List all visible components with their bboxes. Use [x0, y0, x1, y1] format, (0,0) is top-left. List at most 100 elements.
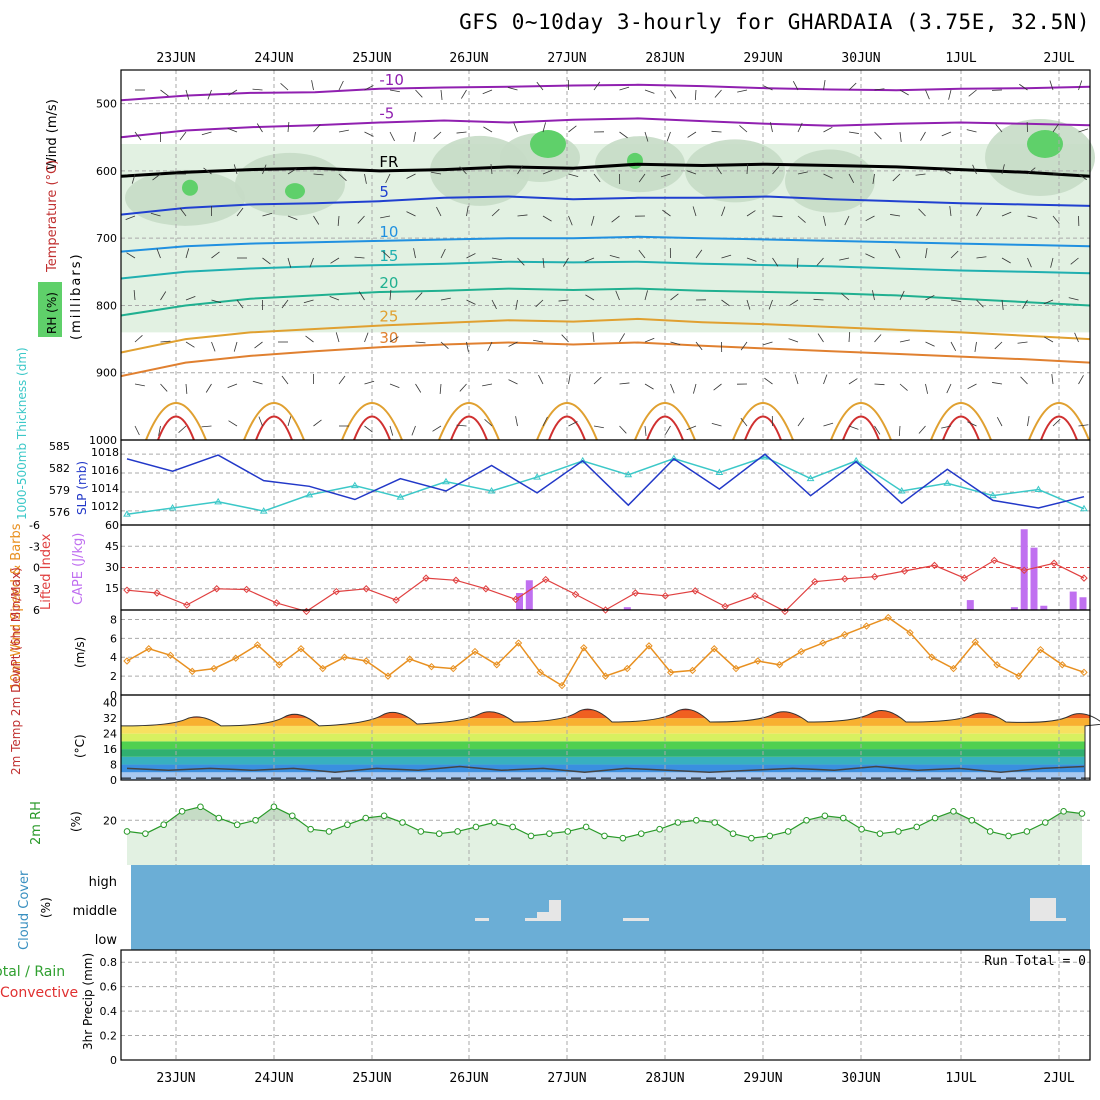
wind-barb: [364, 131, 374, 137]
wind-barb: [440, 341, 449, 349]
wind-barb: [1022, 299, 1028, 309]
wind-barb: [721, 299, 730, 307]
wind10-point: [1015, 672, 1023, 680]
wind-barb: [134, 425, 140, 436]
wind-barb: [491, 257, 502, 261]
wind-barb: [925, 248, 928, 259]
wind-barb: [160, 89, 169, 97]
li-point: [392, 596, 400, 604]
rh-shade-green: [182, 179, 198, 196]
li-point: [960, 574, 969, 582]
wind10-point: [1080, 668, 1088, 677]
cloud-level-label: high: [89, 875, 117, 890]
wind-barb: [508, 379, 518, 385]
contour-label: -5: [379, 104, 394, 122]
wind-barb: [484, 419, 493, 427]
wind-barb: [848, 131, 859, 134]
wind-barb: [949, 206, 952, 217]
wind-barb: [262, 164, 267, 175]
rh2m-point: [270, 803, 278, 811]
temp-band: [121, 772, 1090, 780]
wind-barb: [406, 173, 416, 179]
wind-barb: [789, 299, 799, 306]
chart-title: GFS 0~10day 3-hourly for GHARDAIA (3.75E…: [459, 10, 1090, 34]
rh2m-point: [178, 808, 186, 815]
wind-barb: [644, 383, 654, 390]
li-point: [332, 587, 341, 596]
wind-barb: [335, 332, 340, 343]
wind-barb: [619, 382, 630, 385]
cape-bar: [623, 607, 631, 610]
wind-barb: [665, 425, 671, 435]
wind-barb: [542, 169, 553, 175]
wind-barb: [432, 425, 442, 432]
wind10-point: [319, 664, 327, 673]
cloud-level-label: low: [95, 933, 118, 948]
wind-barb: [872, 173, 875, 184]
wind-barb: [823, 173, 833, 179]
date-label-bottom: 24JUN: [254, 1071, 293, 1086]
wind-barb: [211, 299, 222, 304]
wind-barb: [281, 375, 289, 385]
contour-label: 25: [379, 308, 398, 326]
thermal-arc: [243, 402, 305, 441]
wind-barb: [865, 253, 875, 259]
cape-bar: [966, 600, 974, 610]
wind10-point: [406, 655, 414, 663]
wind10-point: [710, 645, 718, 653]
rh2m-point: [913, 823, 921, 831]
wind-barb: [131, 173, 136, 184]
li-tick: -3: [29, 540, 40, 553]
wind10-point: [775, 661, 784, 669]
wind-barb: [967, 383, 977, 390]
wind-barb: [848, 425, 859, 430]
wind-barb: [996, 416, 1003, 427]
wind-barb: [976, 256, 987, 259]
wind-barb: [461, 89, 467, 99]
li-point: [213, 585, 221, 593]
cape-bar: [1020, 529, 1028, 610]
wind-barb: [770, 122, 773, 133]
contour-label: 10: [379, 223, 398, 241]
wind-barb: [899, 89, 909, 96]
wind10-axis-label: 10m Wind Speed & Barbs: [9, 523, 24, 690]
wind-barb: [950, 299, 961, 302]
wind10-point: [688, 666, 697, 675]
date-label-top: 30JUN: [841, 51, 880, 66]
wind-barb: [158, 425, 161, 436]
wind-barb: [413, 131, 416, 142]
wind-barb: [542, 416, 548, 427]
precip-unit-label: 3hr Precip (mm): [81, 953, 95, 1050]
rh2m-point: [1060, 808, 1067, 815]
wind-barb: [660, 173, 671, 178]
rh2m-point: [986, 828, 994, 835]
wind-barb: [134, 383, 145, 387]
li-point: [242, 585, 251, 594]
li-tick: 6: [33, 604, 40, 617]
rh2m-point: [399, 819, 406, 826]
li-point: [541, 575, 550, 584]
wind-barb: [797, 417, 805, 427]
thickness-point: [897, 487, 906, 494]
wind-barb: [513, 122, 518, 133]
li-point: [153, 589, 161, 597]
rh2m-point: [307, 825, 314, 833]
precip-tick: 0.6: [100, 981, 118, 994]
temp-band: [121, 718, 1090, 726]
wind-barb: [338, 375, 346, 385]
wind-barb: [638, 173, 646, 183]
wind-barb: [974, 341, 977, 352]
rh2m-point: [160, 821, 168, 829]
li-point: [272, 599, 281, 607]
rh2m-point: [252, 816, 259, 824]
wind-barb: [740, 341, 748, 351]
thickness-tick: 585: [49, 440, 70, 453]
rh2m-point: [601, 832, 608, 840]
li-point: [661, 592, 670, 600]
wind-barb: [156, 248, 161, 259]
wind-barb: [899, 339, 910, 343]
wind-barb: [797, 171, 808, 175]
li-point: [870, 573, 879, 581]
wind10-point: [819, 639, 827, 647]
wind-barb: [358, 291, 365, 301]
